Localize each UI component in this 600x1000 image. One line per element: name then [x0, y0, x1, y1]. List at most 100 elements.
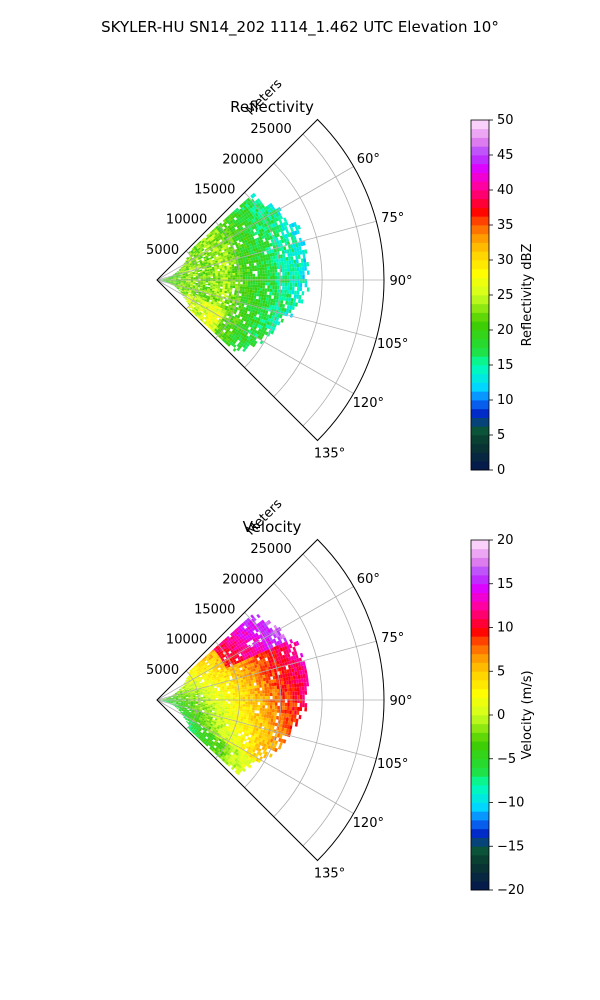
colorbar-swatch [471, 408, 489, 418]
colorbar-swatch [471, 321, 489, 331]
colorbar-swatch [471, 863, 489, 873]
colorbar-swatch [471, 811, 489, 821]
reflectivity-colorbar: 0 5 10 15 20 25 30 35 40 45 50 Reflectivity dBZ [470, 113, 535, 478]
angle-tick-label: 135° [314, 867, 345, 882]
colorbar-tick-label: 0 [497, 708, 505, 723]
reflectivity-title: Reflectivity [230, 98, 314, 116]
angle-gridline [156, 220, 377, 281]
colorbar-swatch [471, 732, 489, 742]
angle-tick-label: 75° [381, 211, 404, 226]
colorbar-swatch [471, 268, 489, 278]
colorbar-swatch [471, 548, 489, 558]
velocity-panel: Velocity 5000 10000 15000 20000 25000 60° 75° 9… [146, 496, 535, 898]
colorbar-swatch [471, 400, 489, 410]
radial-tick-label: 5000 [146, 243, 179, 258]
sector-frame [156, 538, 385, 862]
colorbar-swatch [471, 207, 489, 217]
colorbar-swatch [471, 610, 489, 620]
colorbar-swatch [471, 443, 489, 453]
colorbar-swatch [471, 260, 489, 270]
colorbar-swatch [471, 758, 489, 768]
colorbar-tick-label: 5 [497, 664, 505, 679]
colorbar-swatch [471, 251, 489, 261]
radial-tick-label: 20000 [222, 152, 263, 167]
colorbar-swatch [471, 330, 489, 340]
radial-tick-label: 5000 [146, 663, 179, 678]
angle-gridline [156, 699, 354, 814]
angle-gridline [156, 279, 354, 394]
colorbar-swatch [471, 382, 489, 392]
colorbar-tick-label: 45 [497, 148, 514, 163]
colorbar-swatch [471, 618, 489, 628]
colorbar-swatch [471, 855, 489, 865]
angle-tick-label: 60° [357, 152, 380, 167]
colorbar-tick-label: 0 [497, 463, 505, 478]
colorbar-swatch [471, 233, 489, 243]
colorbar-swatch [471, 767, 489, 777]
colorbar-label: Velocity (m/s) [520, 670, 535, 759]
colorbar-tick-label: 20 [497, 533, 514, 548]
radial-tick-label: 10000 [166, 213, 207, 228]
colorbar-swatch [471, 146, 489, 156]
colorbar-swatch [471, 776, 489, 786]
colorbar-swatch [471, 120, 489, 130]
radial-tick-label: 25000 [250, 122, 291, 137]
colorbar-swatch [471, 277, 489, 287]
angle-tick-label: 75° [381, 631, 404, 646]
colorbar-swatch [471, 216, 489, 226]
colorbar-swatch [471, 225, 489, 235]
colorbar-swatch [471, 750, 489, 760]
colorbar-swatch [471, 592, 489, 602]
colorbar-swatch [471, 566, 489, 576]
colorbar-swatch [471, 391, 489, 401]
colorbar-tick-label: 10 [497, 393, 514, 408]
angle-gridline [156, 699, 377, 760]
reflectivity-field [158, 192, 310, 353]
colorbar-swatch [471, 680, 489, 690]
colorbar-swatch [471, 575, 489, 585]
angle-gridline [156, 586, 354, 701]
colorbar-swatch [471, 671, 489, 681]
radial-tick-label: 15000 [194, 602, 235, 617]
colorbar-swatch [471, 881, 489, 891]
colorbar-swatch [471, 417, 489, 427]
colorbar-swatch [471, 627, 489, 637]
radial-tick-label: 20000 [222, 572, 263, 587]
angle-tick-label: 105° [377, 337, 408, 352]
angle-tick-label: 90° [390, 274, 413, 289]
colorbar-swatch [471, 181, 489, 191]
colorbar-swatch [471, 872, 489, 882]
colorbar-swatch [471, 688, 489, 698]
colorbar-tick-label: 10 [497, 621, 514, 636]
colorbar-swatch [471, 741, 489, 751]
colorbar-swatch [471, 452, 489, 462]
colorbar-swatch [471, 128, 489, 138]
colorbar-swatch [471, 793, 489, 803]
colorbar-swatch [471, 828, 489, 838]
colorbar-swatch [471, 373, 489, 383]
colorbar-tick-label: 25 [497, 288, 514, 303]
colorbar-swatch [471, 837, 489, 847]
colorbar-swatch [471, 347, 489, 357]
figure-title: SKYLER-HU SN14_202 1114_1.462 UTC Elevat… [101, 18, 499, 37]
colorbar-swatch [471, 435, 489, 445]
velocity-field [158, 613, 310, 776]
colorbar-swatch [471, 645, 489, 655]
colorbar-swatch [471, 601, 489, 611]
colorbar-swatch [471, 190, 489, 200]
colorbar-tick-label: −15 [497, 839, 524, 854]
colorbar-swatch [471, 356, 489, 366]
sector-frame [156, 118, 385, 442]
colorbar-swatch [471, 172, 489, 182]
colorbar-swatch [471, 461, 489, 471]
angle-gridline [156, 166, 354, 281]
colorbar-swatch [471, 715, 489, 725]
colorbar-swatch [471, 706, 489, 716]
radial-tick-label: 15000 [194, 182, 235, 197]
colorbar-label: Reflectivity dBZ [520, 244, 535, 347]
angle-gridline [156, 279, 377, 340]
angle-tick-label: 120° [353, 396, 384, 411]
colorbar-swatch [471, 802, 489, 812]
colorbar-swatch [471, 312, 489, 322]
colorbar-swatch [471, 785, 489, 795]
